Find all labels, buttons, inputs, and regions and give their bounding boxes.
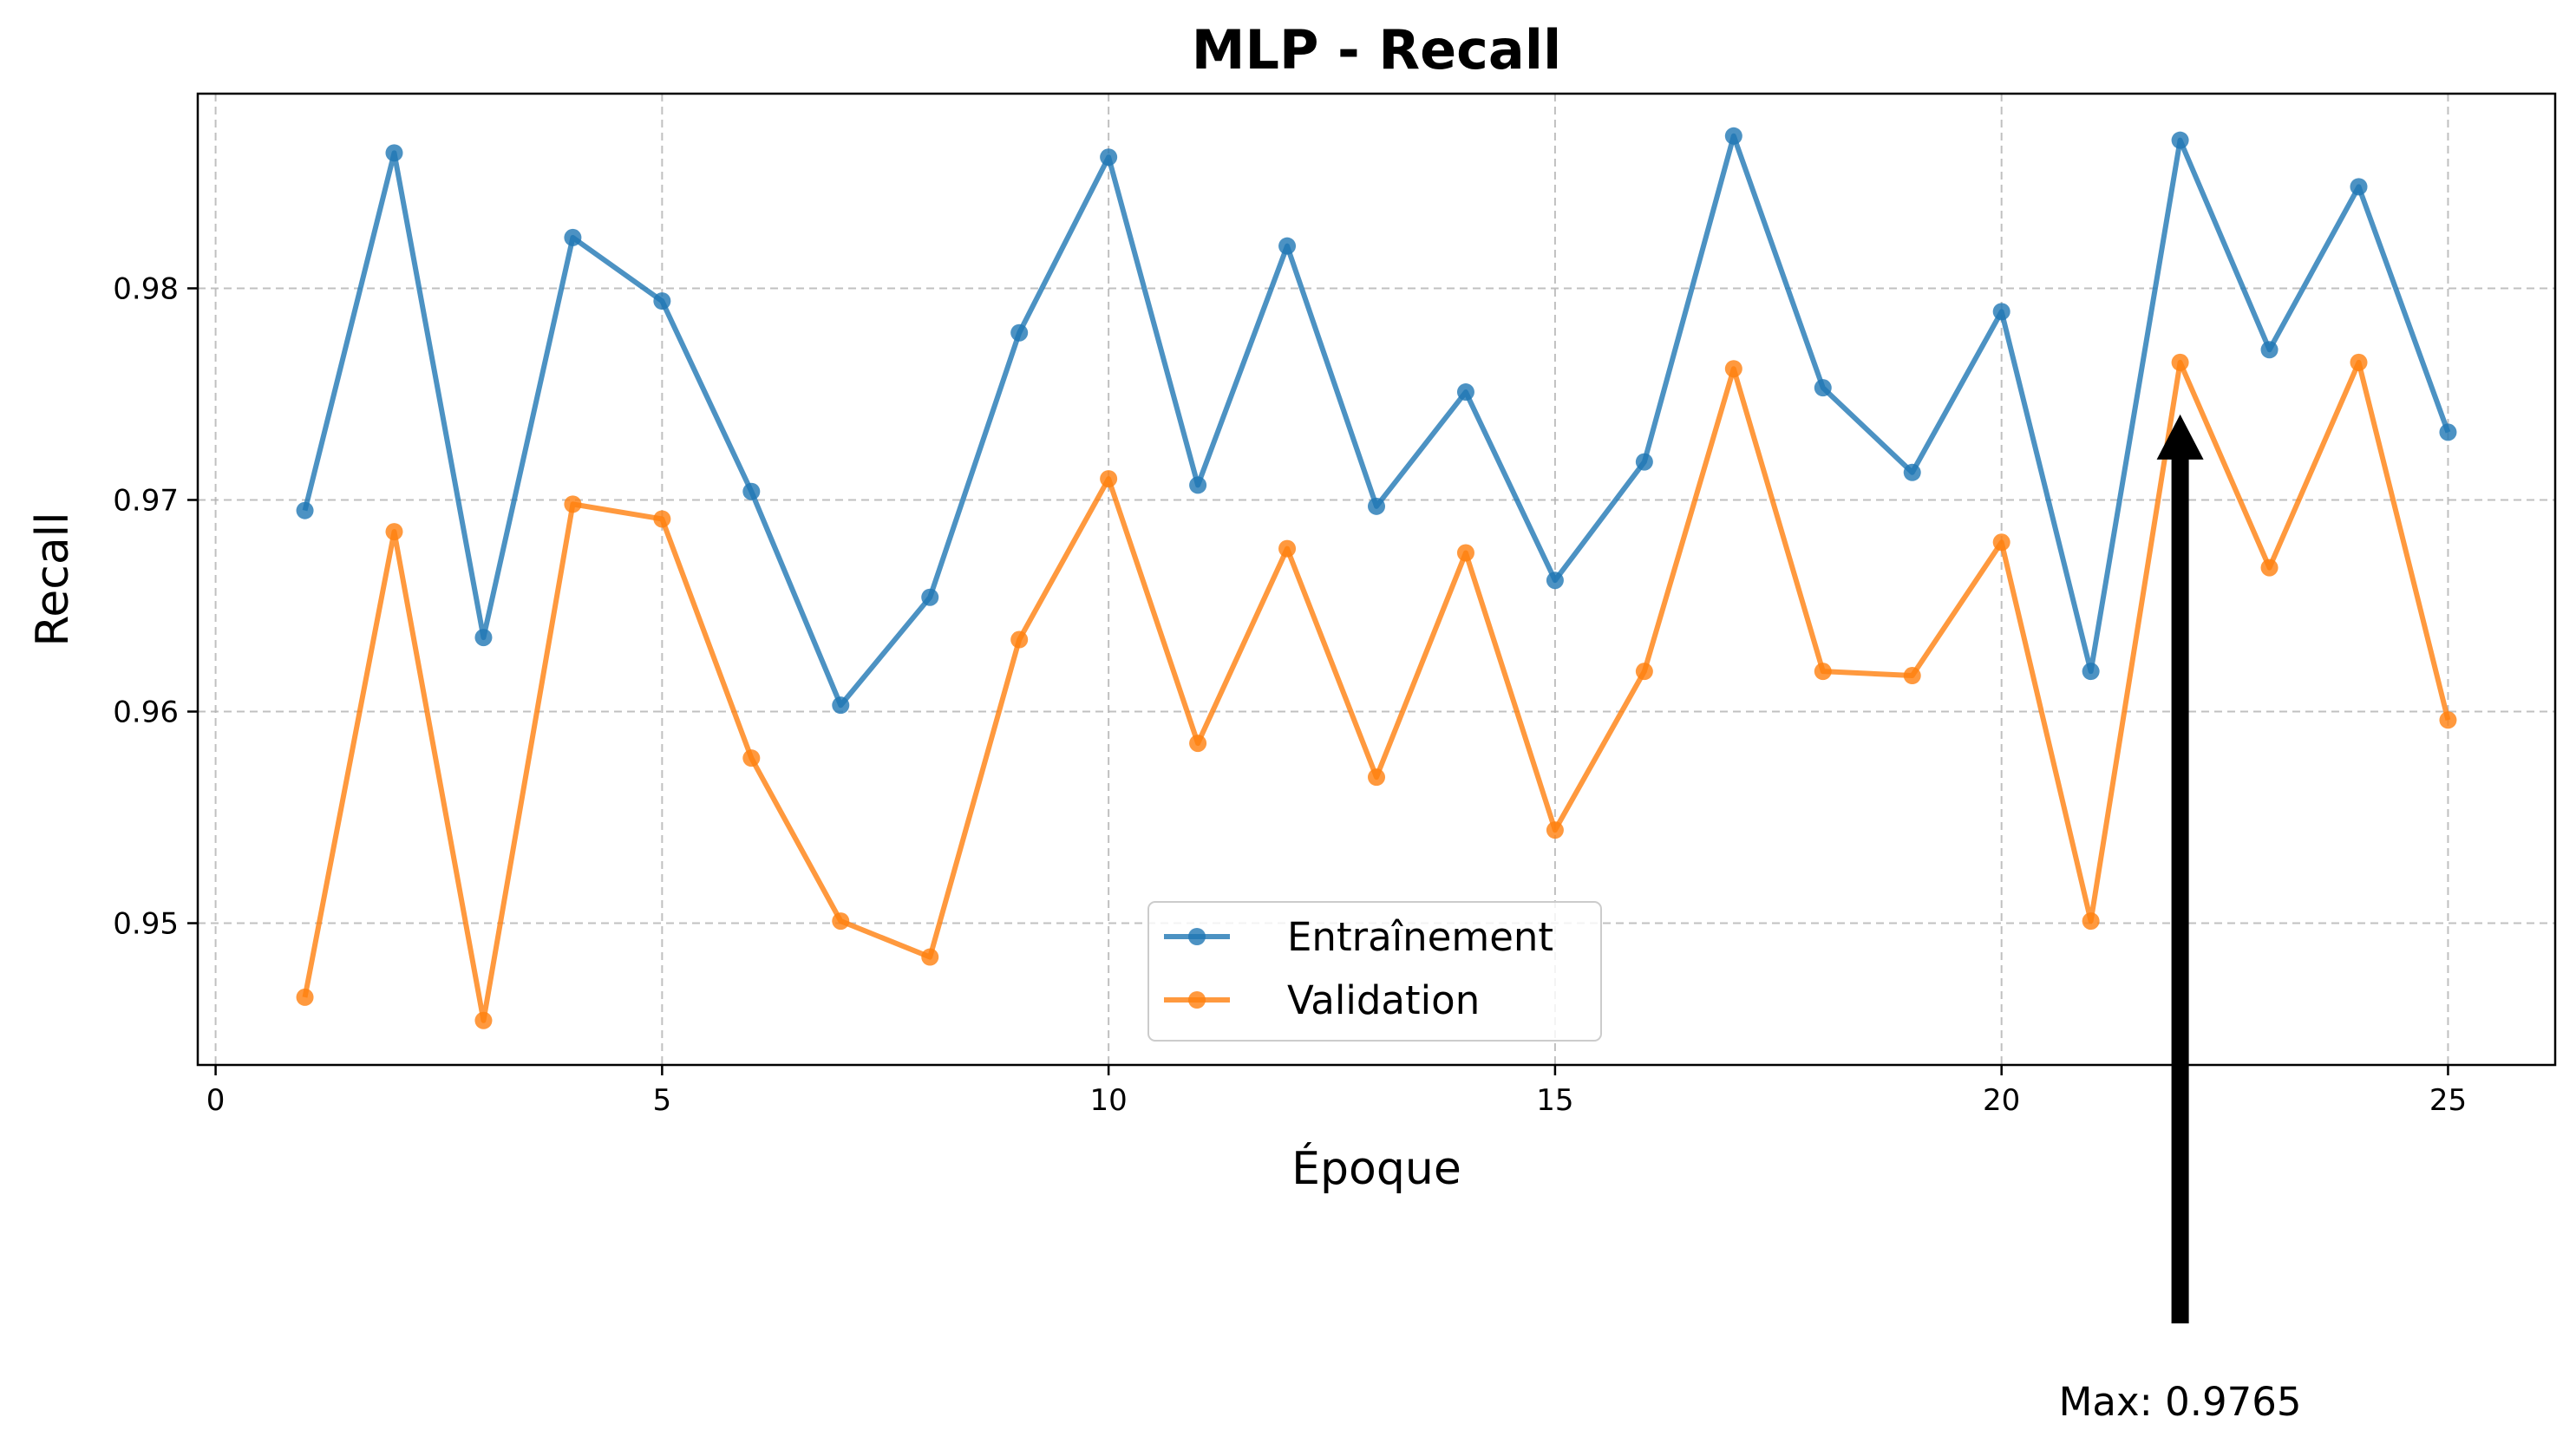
- data-point-0: [742, 482, 761, 500]
- x-tick-label: 0: [206, 1083, 226, 1118]
- data-point-1: [1278, 539, 1297, 558]
- data-point-0: [474, 629, 493, 647]
- data-point-0: [1814, 379, 1832, 397]
- data-point-0: [1456, 383, 1474, 402]
- legend-label-val: Validation: [1287, 977, 1480, 1023]
- annotation-text: Max: 0.9765: [2059, 1379, 2302, 1425]
- tick-layer: 0 5 10 15 20 25 0.95 0.96 0.97 0.98: [113, 271, 2467, 1118]
- data-point-0: [296, 501, 314, 519]
- data-point-1: [742, 749, 761, 767]
- data-point-1: [564, 495, 582, 513]
- data-point-1: [921, 948, 939, 966]
- data-point-1: [1546, 821, 1564, 839]
- x-tick-label: 20: [1983, 1083, 2020, 1118]
- data-point-1: [2439, 711, 2457, 729]
- data-point-1: [1100, 470, 1118, 488]
- data-point-0: [1100, 148, 1118, 167]
- data-point-0: [2082, 663, 2100, 681]
- x-tick-label: 15: [1536, 1083, 1573, 1118]
- data-point-1: [296, 988, 314, 1006]
- data-point-0: [2350, 178, 2368, 196]
- x-tick-label: 25: [2429, 1083, 2467, 1118]
- data-point-1: [1010, 630, 1029, 649]
- data-point-0: [2439, 423, 2457, 441]
- y-axis-label: Recall: [27, 512, 79, 646]
- data-point-1: [1992, 533, 2010, 552]
- data-point-0: [1992, 303, 2010, 321]
- legend-box: [1147, 901, 1602, 1042]
- max-annotation: Max: 0.9765: [2059, 414, 2302, 1425]
- data-point-1: [1635, 663, 1653, 681]
- y-tick-label: 0.95: [113, 907, 179, 942]
- series-layer: [296, 127, 2457, 1029]
- data-point-1: [474, 1011, 493, 1029]
- data-point-0: [1635, 453, 1653, 471]
- data-point-0: [2171, 131, 2189, 149]
- data-point-1: [1189, 735, 1207, 753]
- data-point-0: [1724, 127, 1742, 145]
- y-tick-label: 0.98: [113, 271, 179, 306]
- data-point-1: [2171, 353, 2189, 371]
- series-line-0: [302, 133, 2451, 709]
- x-tick-label: 5: [653, 1083, 672, 1118]
- plot-frame: [196, 92, 2557, 1067]
- data-point-1: [1903, 667, 1921, 685]
- data-point-1: [1456, 544, 1474, 562]
- legend-marker-train: [1188, 928, 1206, 945]
- data-point-0: [2260, 341, 2279, 359]
- data-point-0: [1278, 237, 1297, 255]
- y-tick-label: 0.97: [113, 483, 179, 518]
- y-tick-label: 0.96: [113, 696, 179, 730]
- data-point-0: [385, 144, 403, 162]
- data-point-0: [1546, 572, 1564, 590]
- data-point-1: [385, 523, 403, 541]
- data-point-0: [921, 588, 939, 606]
- data-point-1: [1814, 663, 1832, 681]
- data-point-0: [653, 292, 671, 310]
- legend: Entraînement Validation: [1147, 901, 1602, 1042]
- x-axis-label: Époque: [1291, 1142, 1461, 1195]
- annotation-arrow-head: [2156, 414, 2204, 460]
- legend-label-train: Entraînement: [1287, 914, 1553, 960]
- data-point-0: [1189, 476, 1207, 494]
- data-point-1: [1368, 768, 1385, 787]
- chart-title: MLP - Recall: [1192, 18, 1561, 82]
- data-point-1: [2082, 912, 2100, 931]
- data-point-1: [832, 912, 850, 931]
- data-point-0: [564, 228, 582, 246]
- x-tick-label: 10: [1090, 1083, 1128, 1118]
- data-point-0: [1903, 463, 1921, 481]
- data-point-1: [2260, 558, 2279, 577]
- legend-marker-val: [1188, 991, 1206, 1009]
- data-point-0: [1010, 323, 1029, 342]
- data-point-1: [1724, 360, 1742, 378]
- data-point-1: [2350, 353, 2368, 371]
- data-point-0: [1368, 497, 1385, 515]
- data-point-0: [832, 696, 850, 715]
- data-point-1: [653, 510, 671, 528]
